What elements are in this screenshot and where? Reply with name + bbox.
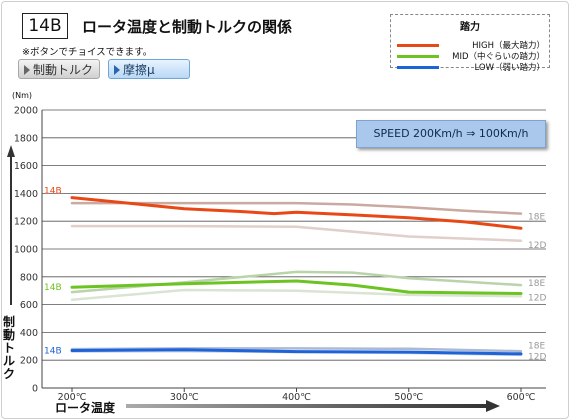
speed-info-box: SPEED 200Km/h ⇒ 100Km/h (356, 120, 546, 148)
legend-title: 踏力 (460, 22, 480, 33)
y-tick-label: 1200 (14, 217, 38, 228)
legend-swatch (397, 44, 439, 47)
x-tick-label: 600℃ (507, 392, 536, 403)
series-label-right-mid: 18E (528, 279, 545, 289)
series-label-right-high: 12D (528, 241, 546, 251)
series-line-mid-12d (70, 288, 523, 301)
x-arrow-shaft (126, 404, 486, 408)
y-tick-label: 600 (20, 300, 38, 311)
friction-button[interactable]: 摩擦μ (108, 59, 190, 79)
series-line-high-14b (70, 196, 523, 230)
y-axis-title-char: 制 (2, 315, 15, 329)
legend-label: MID（中ぐらいの踏力） (452, 52, 545, 62)
series-label-left-low: 14B (44, 346, 62, 356)
x-arrow-head-icon (486, 400, 500, 412)
y-tick-label: 1600 (14, 161, 38, 172)
x-axis-title: ロータ温度 (55, 401, 116, 415)
x-tick-label: 500℃ (394, 392, 423, 403)
legend-label: LOW（弱い踏力） (474, 63, 545, 73)
y-tick-label: 1000 (14, 245, 38, 256)
series-label-right-low: 12D (528, 353, 546, 363)
y-axis-title-char: ト (2, 341, 15, 355)
button-note: ※ボタンでチョイスできます。 (22, 47, 153, 58)
torque-button[interactable]: 制動トルク (18, 59, 100, 79)
y-axis-unit: (Nm) (12, 91, 33, 100)
y-axis-title-char: 動 (2, 328, 15, 342)
y-tick-label: 2000 (14, 106, 38, 117)
y-tick-label: 0 (32, 384, 38, 395)
legend-swatch (397, 66, 439, 69)
y-axis-title-char: ク (2, 367, 15, 381)
x-tick-label: 300℃ (170, 392, 199, 403)
series-line-high-12d (70, 224, 523, 242)
page-title: ロータ温度と制動トルクの関係 (82, 18, 293, 36)
y-tick-label: 1400 (14, 189, 38, 200)
legend-label: HIGH（最大踏力） (472, 41, 545, 51)
torque-button-label: 制動トルク (33, 63, 94, 77)
play-triangle-icon (114, 65, 120, 75)
friction-button-label: 摩擦μ (123, 63, 155, 77)
x-tick-label: 200℃ (58, 392, 87, 403)
y-tick-label: 200 (20, 356, 38, 367)
x-tick-label: 400℃ (282, 392, 311, 403)
legend-item-low: LOW（弱い踏力） (397, 61, 547, 73)
series-label-left-mid: 14B (44, 283, 62, 293)
series-line-mid-14b (70, 279, 523, 295)
legend-swatch (397, 55, 439, 58)
series-label-left-high: 14B (44, 187, 62, 197)
series-label-right-low: 18E (528, 342, 545, 352)
y-axis-title-char: ル (2, 354, 15, 368)
y-axis-title: 制動トルク (2, 316, 16, 381)
series-line-low-14b (70, 348, 523, 356)
play-triangle-icon (24, 65, 30, 75)
y-arrow-head-icon (7, 145, 15, 157)
legend-item-high: HIGH（最大踏力） (397, 39, 547, 51)
y-tick-label: 400 (20, 328, 38, 339)
y-tick-label: 1800 (14, 133, 38, 144)
model-badge: 14B (22, 13, 68, 39)
series-line-high-18e (70, 201, 523, 215)
series-label-right-high: 18E (528, 212, 545, 222)
series-label-right-mid: 12D (528, 294, 546, 304)
y-tick-label: 800 (20, 272, 38, 283)
legend-item-mid: MID（中ぐらいの踏力） (397, 50, 547, 62)
legend: 踏力 HIGH（最大踏力） MID（中ぐらいの踏力） LOW（弱い踏力） (390, 14, 550, 73)
